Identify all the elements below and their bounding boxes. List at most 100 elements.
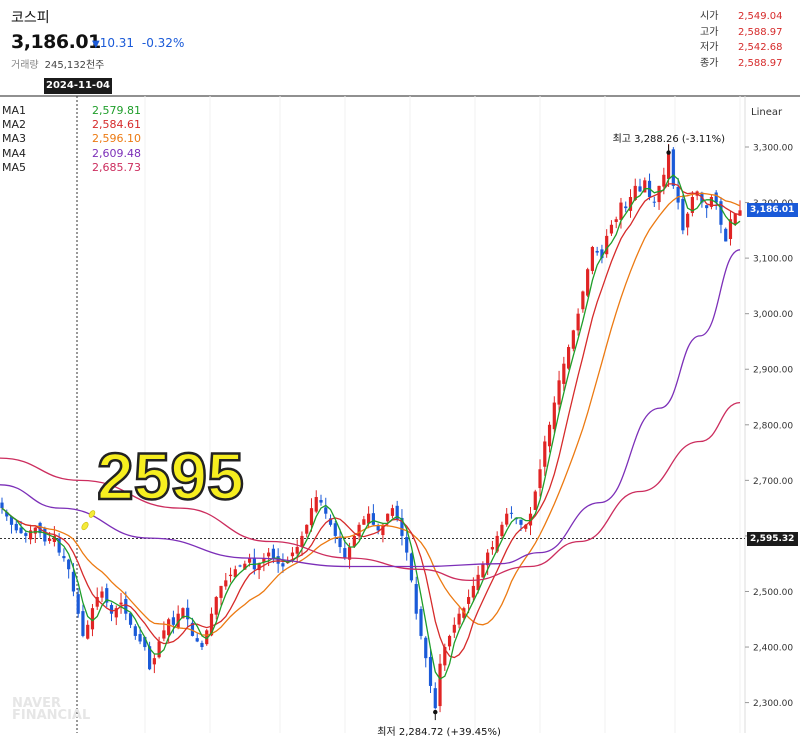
min-marker-dot <box>433 709 438 715</box>
candle-body <box>247 558 252 563</box>
candle-body <box>167 619 171 636</box>
candle-body <box>376 525 380 531</box>
candle-body <box>457 613 461 625</box>
candle-body <box>186 607 190 620</box>
ohlc-open: 시가 2,549.04 <box>700 11 783 22</box>
candle-body <box>424 637 428 659</box>
candle-body <box>176 613 180 628</box>
candle-body <box>619 202 623 220</box>
candle-body <box>238 565 242 567</box>
candle-body <box>414 584 418 614</box>
candle-body <box>262 558 266 563</box>
candle-body <box>71 571 76 592</box>
ma5-line <box>0 401 741 582</box>
candle-body <box>671 149 675 186</box>
ma-legend-item[interactable]: MA1 2,579.81 <box>2 104 141 117</box>
candle-body <box>143 636 147 648</box>
candle-body <box>195 638 199 642</box>
candle-body <box>171 617 176 625</box>
y-tick-label: 3,300.00 <box>753 144 793 154</box>
candle-body <box>576 313 580 331</box>
candle-body <box>476 574 480 591</box>
candle-body <box>362 519 366 525</box>
candle-body <box>566 347 571 369</box>
candle-body <box>62 556 66 559</box>
candle-body <box>309 508 314 526</box>
candle-body <box>600 249 604 259</box>
candle-body <box>481 563 485 578</box>
candle-body <box>419 609 423 636</box>
volume-info: 거래량 245,132천주 <box>11 56 104 71</box>
candle-body <box>109 604 114 614</box>
overlay-price-label: 2595 <box>96 438 245 515</box>
ma-legend-item[interactable]: MA4 2,609.48 <box>2 146 141 160</box>
candle-body <box>95 597 99 607</box>
candle-body <box>628 197 633 211</box>
candle-body <box>509 512 514 514</box>
candle-body <box>86 624 90 639</box>
down-arrow-icon: ▼ <box>92 39 100 50</box>
candle-body <box>281 563 285 567</box>
candle-body <box>447 635 452 647</box>
candle-body <box>719 201 723 225</box>
y-tick-label: 3,000.00 <box>753 310 793 320</box>
candle-body <box>519 519 523 525</box>
candle-body <box>390 508 395 516</box>
candle-body <box>181 608 185 619</box>
candle-body <box>433 688 437 709</box>
candle-body <box>300 535 304 548</box>
ma-legend-item[interactable]: MA2 2,584.61 <box>2 118 141 132</box>
candle-body <box>114 608 118 618</box>
candle-body <box>90 608 95 630</box>
candle-body <box>681 198 685 231</box>
candle-body <box>524 524 528 529</box>
candle-body <box>352 535 356 547</box>
candle-body <box>686 213 690 228</box>
candle-body <box>295 547 299 554</box>
candle-body <box>328 518 333 525</box>
candle-body <box>452 624 456 633</box>
candle-body <box>209 613 214 636</box>
change-value: 10.31 <box>99 36 135 50</box>
candle-body <box>557 380 561 405</box>
ma-legend-item[interactable]: MA5 2,685.73 <box>2 160 141 174</box>
candle-body <box>690 197 694 213</box>
y-tick-label: 2,900.00 <box>753 366 793 376</box>
candle-body <box>33 527 37 534</box>
candle-body <box>709 197 714 207</box>
change-percent: -0.32% <box>141 36 185 50</box>
candle-body <box>428 656 433 686</box>
min-annotation: 최저 2,284.72 (+39.45%) <box>377 727 501 738</box>
candle-body <box>257 563 261 571</box>
candle-body <box>552 402 556 430</box>
candle-body <box>367 513 371 524</box>
volume-value: 245,132천주 <box>44 60 105 71</box>
candle-body <box>214 597 218 615</box>
y-tick-label: 2,400.00 <box>753 644 793 654</box>
candle-body <box>233 569 237 578</box>
candle-body <box>67 559 71 570</box>
candle-body <box>128 613 133 625</box>
candle-body <box>48 538 52 541</box>
candle-body <box>148 646 152 670</box>
y-tick-label: 2,700.00 <box>753 477 793 487</box>
candle-body <box>119 602 123 605</box>
candle-body <box>581 291 585 310</box>
candle-body <box>228 574 233 577</box>
candle-body <box>638 186 642 192</box>
ohlc-low: 저가 2,542.68 <box>700 42 783 53</box>
candle-body <box>324 507 328 514</box>
candle-body <box>43 528 47 542</box>
drawing-mark <box>88 510 96 518</box>
ma-legend-item[interactable]: MA3 2,596.10 <box>2 132 141 146</box>
candle-body <box>386 513 390 522</box>
candle-body <box>271 548 275 559</box>
candle-body <box>243 563 247 570</box>
index-name: 코스피 <box>11 10 50 26</box>
scale-mode-toggle[interactable]: Linear <box>751 107 783 118</box>
candle-body <box>100 591 104 598</box>
candle-body <box>714 192 718 203</box>
candle-body <box>14 523 18 531</box>
candle-body <box>467 597 471 604</box>
